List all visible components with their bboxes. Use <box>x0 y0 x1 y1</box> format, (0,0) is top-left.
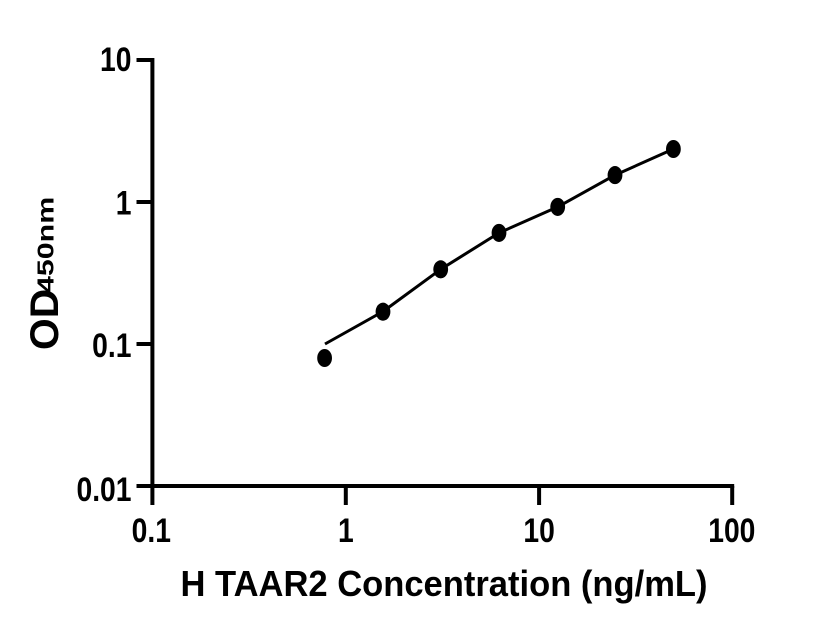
svg-text:10: 10 <box>523 510 554 549</box>
svg-text:1: 1 <box>338 510 354 549</box>
svg-text:0.01: 0.01 <box>76 469 131 508</box>
svg-text:10: 10 <box>100 39 131 78</box>
svg-text:H TAAR2 Concentration (ng/mL): H TAAR2 Concentration (ng/mL) <box>180 564 707 604</box>
svg-text:0.1: 0.1 <box>132 510 171 549</box>
svg-text:OD: OD <box>21 289 67 350</box>
svg-text:100: 100 <box>708 510 755 549</box>
svg-text:450nm: 450nm <box>33 197 59 293</box>
svg-text:0.1: 0.1 <box>92 325 131 364</box>
svg-text:1: 1 <box>116 183 132 222</box>
